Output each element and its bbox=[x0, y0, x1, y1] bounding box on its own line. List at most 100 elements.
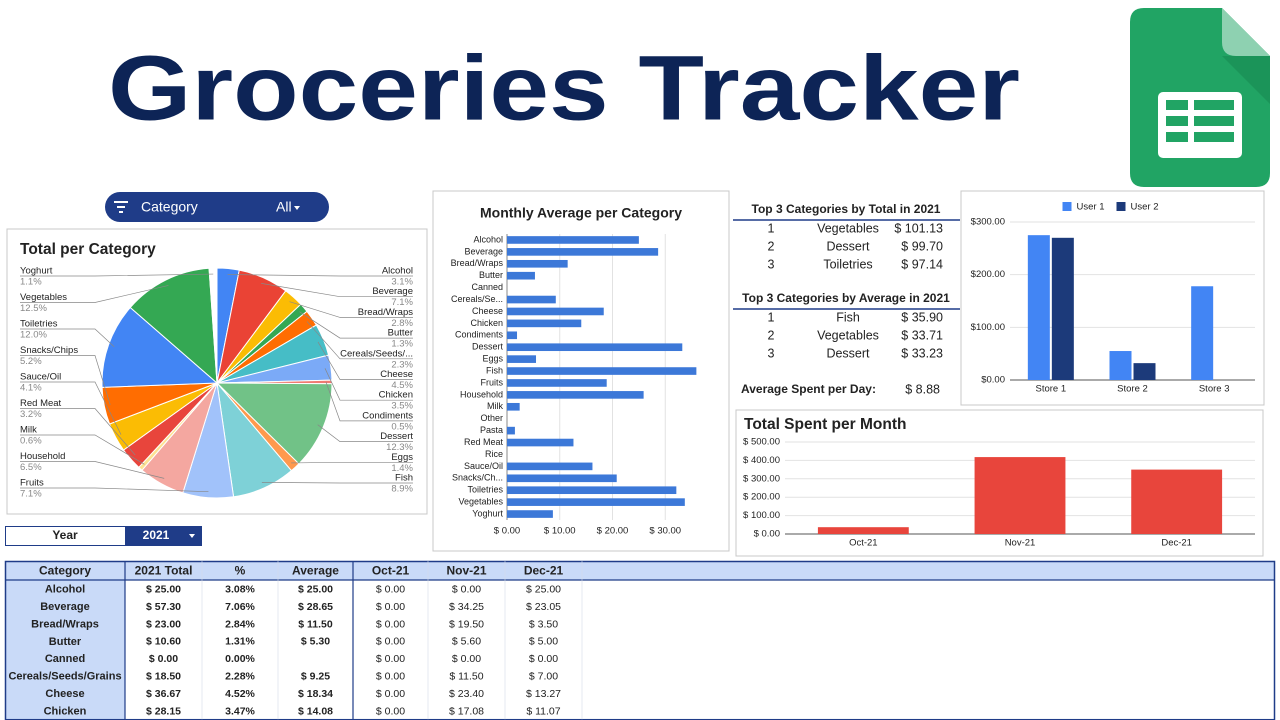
year-value-cell[interactable] bbox=[125, 526, 202, 546]
top-table-cell: Fish bbox=[836, 310, 860, 324]
table-row-header: Chicken bbox=[44, 705, 87, 717]
pie-value-label: 3.2% bbox=[20, 409, 42, 420]
leader-line bbox=[20, 355, 111, 405]
leader-line bbox=[20, 408, 136, 456]
table-cell: $ 28.65 bbox=[298, 601, 333, 613]
pie-value-label: 3.1% bbox=[391, 277, 413, 288]
pie-label: Bread/Wraps bbox=[358, 307, 414, 318]
y-tick-label: Rice bbox=[485, 449, 503, 459]
x-tick-label: $ 0.00 bbox=[494, 526, 520, 537]
pie-label: Fruits bbox=[20, 478, 44, 489]
top-table-title: Top 3 Categories by Total in 2021 bbox=[752, 202, 941, 216]
table-row-header: Cheese bbox=[45, 688, 84, 700]
pie-value-label: 2.8% bbox=[391, 318, 413, 329]
y-tick-label: $ 100.00 bbox=[743, 510, 780, 521]
legend-swatch bbox=[1062, 202, 1072, 211]
top-table-cell: Vegetables bbox=[817, 328, 879, 342]
pie-value-label: 0.6% bbox=[20, 436, 42, 447]
table-cell: 7.06% bbox=[225, 601, 255, 613]
y-tick-label: Eggs bbox=[482, 354, 503, 364]
y-tick-label: Pasta bbox=[480, 425, 503, 435]
x-tick-label: Oct-21 bbox=[849, 538, 878, 549]
table-cell: $ 5.30 bbox=[301, 636, 330, 648]
top-table-cell: $ 35.90 bbox=[901, 310, 943, 324]
leader-line bbox=[325, 381, 413, 422]
table-cell: 4.52% bbox=[225, 688, 255, 700]
pie-value-label: 8.9% bbox=[391, 484, 413, 495]
top-table-cell: $ 33.23 bbox=[901, 346, 943, 360]
bar bbox=[507, 438, 574, 447]
x-tick-label: $ 10.00 bbox=[544, 526, 576, 537]
leader-line bbox=[20, 328, 115, 347]
pie-label: Condiments bbox=[362, 410, 413, 421]
top-table-cell: Dessert bbox=[826, 239, 870, 253]
table-cell: $ 13.27 bbox=[526, 688, 561, 700]
top-table-cell: 1 bbox=[768, 221, 775, 235]
chart-title: Total Spent per Month bbox=[744, 416, 906, 433]
pie-slice bbox=[101, 306, 219, 388]
filter-value[interactable]: All bbox=[276, 199, 292, 215]
table-category-bg bbox=[5, 580, 125, 720]
table-cell: 2.28% bbox=[225, 670, 255, 682]
table-cell: $ 19.50 bbox=[449, 618, 484, 630]
table-cell: $ 0.00 bbox=[376, 601, 405, 613]
legend-label: User 1 bbox=[1077, 202, 1105, 213]
leader-line bbox=[20, 273, 214, 277]
year-selector[interactable]: Year 2021 bbox=[5, 526, 202, 546]
page-title: Groceries Tracker bbox=[108, 37, 1020, 139]
bar bbox=[507, 236, 639, 244]
y-tick-label: Dessert bbox=[472, 342, 504, 352]
y-tick-label: Household bbox=[460, 389, 503, 399]
pie-label: Chicken bbox=[379, 390, 413, 401]
dropdown-caret bbox=[294, 206, 300, 210]
bar bbox=[1027, 235, 1050, 380]
pie-label: Household bbox=[20, 451, 65, 462]
pie-label: Alcohol bbox=[382, 266, 413, 277]
table-cell: $ 18.34 bbox=[298, 688, 333, 700]
pie-slice bbox=[215, 382, 333, 465]
table-cell: 1.31% bbox=[225, 636, 255, 648]
legend-swatch bbox=[1116, 202, 1126, 211]
x-tick-label: $ 20.00 bbox=[597, 526, 629, 537]
leader-line bbox=[317, 341, 413, 380]
pie-label: Fish bbox=[395, 473, 413, 484]
table-header-cell: Dec-21 bbox=[524, 564, 564, 578]
table-header-bg bbox=[5, 561, 1275, 580]
table-cell: $ 36.67 bbox=[146, 688, 181, 700]
bar bbox=[507, 486, 677, 495]
leader-line bbox=[261, 283, 413, 298]
bar bbox=[974, 457, 1066, 534]
year-value[interactable]: 2021 bbox=[143, 528, 170, 542]
table-cell: $ 0.00 bbox=[452, 583, 481, 595]
leader-line bbox=[20, 285, 169, 303]
table-cell: $ 0.00 bbox=[376, 705, 405, 717]
table-cell: $ 14.08 bbox=[298, 705, 333, 717]
pie-label: Toiletries bbox=[20, 319, 58, 330]
top-table-cell: $ 97.14 bbox=[901, 257, 943, 271]
table-cell: $ 23.05 bbox=[526, 601, 561, 613]
y-tick-label: Alcohol bbox=[473, 234, 503, 244]
top-table-cell: Vegetables bbox=[817, 221, 879, 235]
bar bbox=[507, 379, 607, 387]
table-cell: $ 57.30 bbox=[146, 601, 181, 613]
pie-value-label: 12.0% bbox=[20, 330, 47, 341]
y-tick-label: Cheese bbox=[472, 306, 503, 316]
bar bbox=[507, 367, 697, 375]
x-tick-label: Dec-21 bbox=[1161, 538, 1192, 549]
table-cell: $ 11.50 bbox=[298, 618, 333, 630]
y-tick-label: $100.00 bbox=[971, 322, 1005, 333]
pie-label: Vegetables bbox=[20, 292, 67, 303]
table-cell: $ 0.00 bbox=[376, 618, 405, 630]
pie-label: Dessert bbox=[380, 431, 413, 442]
category-filter[interactable]: Category All bbox=[105, 192, 329, 222]
bar bbox=[507, 271, 535, 280]
filter-pill[interactable] bbox=[105, 192, 329, 222]
table-cell: $ 3.50 bbox=[529, 618, 558, 630]
leader-line bbox=[227, 274, 413, 277]
table-cell: 3.47% bbox=[225, 705, 255, 717]
bar bbox=[507, 259, 568, 268]
table-header-cell: % bbox=[235, 564, 246, 578]
content: Total per CategoryAlcohol3.1%Beverage7.1… bbox=[4, 202, 1276, 720]
